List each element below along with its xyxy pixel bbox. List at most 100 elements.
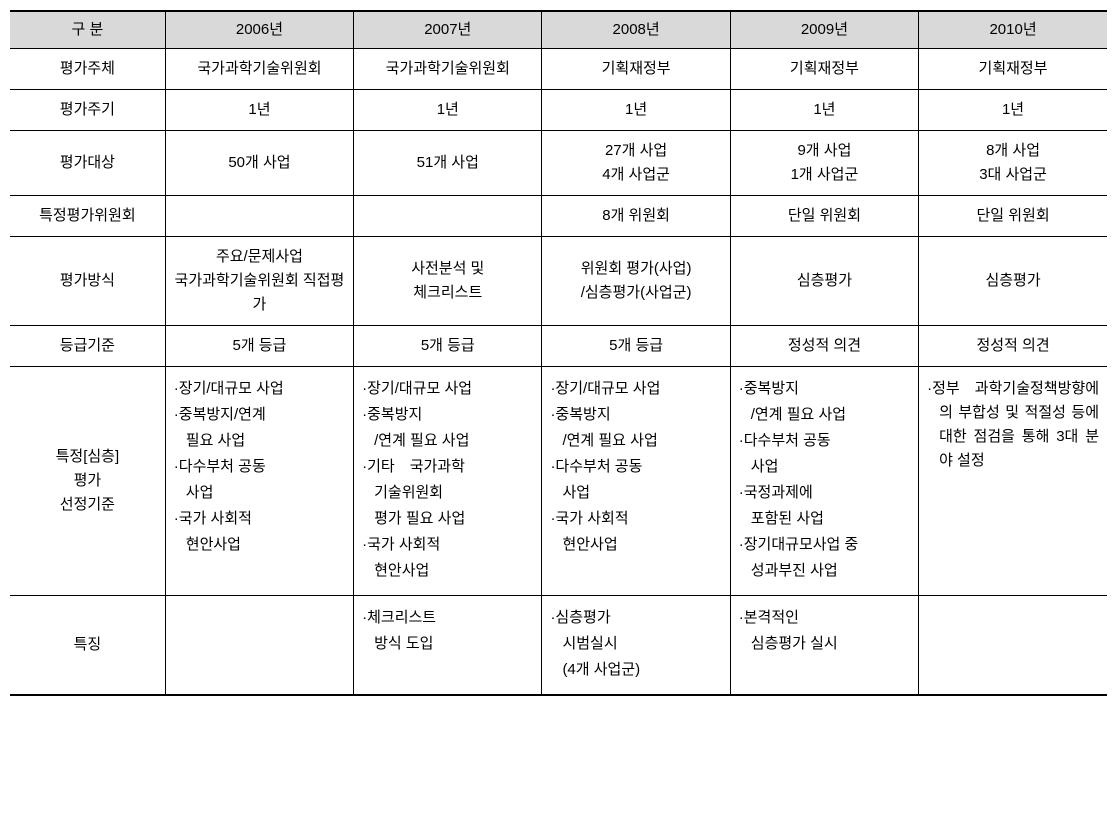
row-method: 평가방식 주요/문제사업 국가과학기술위원회 직접평가 사전분석 및 체크리스트… — [10, 237, 1107, 326]
header-row: 구 분 2006년 2007년 2008년 2009년 2010년 — [10, 11, 1107, 49]
bullet: ·정부 과학기술정책방향에의 부합성 및 적절성 등에 대한 점검을 통해 3대… — [927, 377, 1099, 473]
label-method: 평가방식 — [10, 237, 165, 326]
cell: 기획재정부 — [730, 49, 918, 90]
row-grade: 등급기준 5개 등급 5개 등급 5개 등급 정성적 의견 정성적 의견 — [10, 326, 1107, 367]
cell: 8개 위원회 — [542, 196, 730, 237]
bullet-cont: /연계 필요 사업 — [739, 403, 910, 427]
row-committee: 특정평가위원회 8개 위원회 단일 위원회 단일 위원회 — [10, 196, 1107, 237]
bullet: ·다수부처 공동 — [739, 429, 910, 453]
header-2010: 2010년 — [919, 11, 1107, 49]
bullet: ·체크리스트 — [362, 606, 533, 630]
header-2009: 2009년 — [730, 11, 918, 49]
cell: 기획재정부 — [542, 49, 730, 90]
bullet: ·다수부처 공동 — [550, 455, 721, 479]
cell: 국가과학기술위원회 — [165, 49, 353, 90]
cell: 1년 — [165, 90, 353, 131]
bullet: ·국정과제에 — [739, 481, 910, 505]
bullet: ·본격적인 — [739, 606, 910, 630]
bullet-cont: 현안사업 — [174, 533, 345, 557]
evaluation-table: 구 분 2006년 2007년 2008년 2009년 2010년 평가주체 국… — [10, 10, 1107, 696]
header-2007: 2007년 — [354, 11, 542, 49]
cell — [165, 596, 353, 696]
cell: 1년 — [542, 90, 730, 131]
cell: 기획재정부 — [919, 49, 1107, 90]
cell: 27개 사업 4개 사업군 — [542, 131, 730, 196]
bullet: ·중복방지 — [550, 403, 721, 427]
cell: ·정부 과학기술정책방향에의 부합성 및 적절성 등에 대한 점검을 통해 3대… — [919, 367, 1107, 596]
row-target: 평가대상 50개 사업 51개 사업 27개 사업 4개 사업군 9개 사업 1… — [10, 131, 1107, 196]
cell: 9개 사업 1개 사업군 — [730, 131, 918, 196]
label-grade: 등급기준 — [10, 326, 165, 367]
cell: 단일 위원회 — [730, 196, 918, 237]
bullet-cont: (4개 사업군) — [550, 658, 721, 682]
cell: 심층평가 — [919, 237, 1107, 326]
bullet-cont: 시범실시 — [550, 632, 721, 656]
cell — [919, 596, 1107, 696]
bullet: ·장기/대규모 사업 — [362, 377, 533, 401]
bullet-cont: 사업 — [739, 455, 910, 479]
bullet-cont: 성과부진 사업 — [739, 559, 910, 583]
bullet: ·국가 사회적 — [550, 507, 721, 531]
cell: 사전분석 및 체크리스트 — [354, 237, 542, 326]
bullet-cont: 방식 도입 — [362, 632, 533, 656]
label-committee: 특정평가위원회 — [10, 196, 165, 237]
cell: ·장기/대규모 사업 ·중복방지 /연계 필요 사업 ·다수부처 공동 사업 ·… — [542, 367, 730, 596]
cell: 단일 위원회 — [919, 196, 1107, 237]
row-subject: 평가주체 국가과학기술위원회 국가과학기술위원회 기획재정부 기획재정부 기획재… — [10, 49, 1107, 90]
bullet-cont: 필요 사업 — [174, 429, 345, 453]
cell: ·체크리스트 방식 도입 — [354, 596, 542, 696]
bullet: ·중복방지 — [739, 377, 910, 401]
bullet-cont: 사업 — [174, 481, 345, 505]
label-feature: 특징 — [10, 596, 165, 696]
cell: 정성적 의견 — [919, 326, 1107, 367]
cell — [165, 196, 353, 237]
cell: ·장기/대규모 사업 ·중복방지 /연계 필요 사업 ·기타 국가과학 기술위원… — [354, 367, 542, 596]
bullet-cont: 현안사업 — [550, 533, 721, 557]
row-cycle: 평가주기 1년 1년 1년 1년 1년 — [10, 90, 1107, 131]
cell: 1년 — [730, 90, 918, 131]
bullet-cont: /연계 필요 사업 — [362, 429, 533, 453]
cell: 51개 사업 — [354, 131, 542, 196]
bullet: ·심층평가 — [550, 606, 721, 630]
bullet: ·장기/대규모 사업 — [550, 377, 721, 401]
cell: ·중복방지 /연계 필요 사업 ·다수부처 공동 사업 ·국정과제에 포함된 사… — [730, 367, 918, 596]
cell: 5개 등급 — [165, 326, 353, 367]
cell: ·심층평가 시범실시 (4개 사업군) — [542, 596, 730, 696]
header-category: 구 분 — [10, 11, 165, 49]
bullet: ·장기대규모사업 중 — [739, 533, 910, 557]
bullet: ·기타 국가과학 — [362, 455, 533, 479]
cell: 5개 등급 — [354, 326, 542, 367]
cell: 심층평가 — [730, 237, 918, 326]
bullet: ·중복방지/연계 — [174, 403, 345, 427]
row-criteria: 특정[심층] 평가 선정기준 ·장기/대규모 사업 ·중복방지/연계 필요 사업… — [10, 367, 1107, 596]
cell: ·장기/대규모 사업 ·중복방지/연계 필요 사업 ·다수부처 공동 사업 ·국… — [165, 367, 353, 596]
bullet-cont: 평가 필요 사업 — [362, 507, 533, 531]
label-cycle: 평가주기 — [10, 90, 165, 131]
cell: 50개 사업 — [165, 131, 353, 196]
cell: 주요/문제사업 국가과학기술위원회 직접평가 — [165, 237, 353, 326]
row-feature: 특징 ·체크리스트 방식 도입 ·심층평가 시범실시 (4개 사업군) ·본격적… — [10, 596, 1107, 696]
label-target: 평가대상 — [10, 131, 165, 196]
bullet: ·중복방지 — [362, 403, 533, 427]
header-2006: 2006년 — [165, 11, 353, 49]
header-2008: 2008년 — [542, 11, 730, 49]
cell: 8개 사업 3대 사업군 — [919, 131, 1107, 196]
bullet-cont: 현안사업 — [362, 559, 533, 583]
cell — [354, 196, 542, 237]
bullet: ·다수부처 공동 — [174, 455, 345, 479]
cell: 국가과학기술위원회 — [354, 49, 542, 90]
cell: 1년 — [919, 90, 1107, 131]
cell: 1년 — [354, 90, 542, 131]
bullet-cont: /연계 필요 사업 — [550, 429, 721, 453]
bullet-cont: 기술위원회 — [362, 481, 533, 505]
cell: ·본격적인 심층평가 실시 — [730, 596, 918, 696]
label-subject: 평가주체 — [10, 49, 165, 90]
cell: 5개 등급 — [542, 326, 730, 367]
bullet-cont: 심층평가 실시 — [739, 632, 910, 656]
cell: 정성적 의견 — [730, 326, 918, 367]
bullet-cont: 포함된 사업 — [739, 507, 910, 531]
bullet-cont: 사업 — [550, 481, 721, 505]
bullet: ·국가 사회적 — [174, 507, 345, 531]
bullet: ·장기/대규모 사업 — [174, 377, 345, 401]
cell: 위원회 평가(사업) /심층평가(사업군) — [542, 237, 730, 326]
